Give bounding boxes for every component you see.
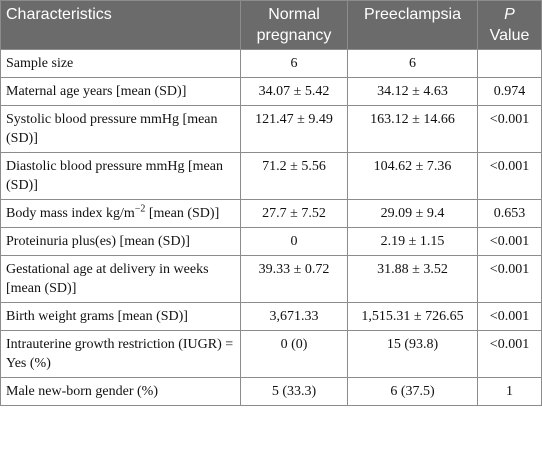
normal-value: 0 (0) <box>240 330 348 378</box>
row-label-main: Body mass index kg/m <box>6 206 135 221</box>
normal-value: 5 (33.3) <box>240 377 348 406</box>
row-label: Intrauterine growth restriction (IUGR) =… <box>0 330 241 378</box>
table-row: Systolic blood pressure mmHg [mean (SD)]… <box>0 105 542 153</box>
preeclampsia-value: 31.88 ± 3.52 <box>347 255 478 303</box>
header-p-value: P Value <box>477 0 542 50</box>
normal-value: 39.33 ± 0.72 <box>240 255 348 303</box>
superscript-exponent: −2 <box>134 203 146 215</box>
row-label: Birth weight grams [mean (SD)] <box>0 302 241 331</box>
p-value: <0.001 <box>477 105 542 153</box>
p-value: <0.001 <box>477 330 542 378</box>
preeclampsia-value: 34.12 ± 4.63 <box>347 77 478 106</box>
p-value: 1 <box>477 377 542 406</box>
p-value: 0.974 <box>477 77 542 106</box>
normal-value: 3,671.33 <box>240 302 348 331</box>
preeclampsia-value: 2.19 ± 1.15 <box>347 227 478 256</box>
p-value: <0.001 <box>477 227 542 256</box>
header-p: P <box>504 6 515 23</box>
preeclampsia-value: 1,515.31 ± 726.65 <box>347 302 478 331</box>
table-row: Diastolic blood pressure mmHg [mean (SD)… <box>0 152 542 200</box>
header-preeclampsia: Preeclampsia <box>347 0 478 50</box>
normal-value: 121.47 ± 9.49 <box>240 105 348 153</box>
row-label: Systolic blood pressure mmHg [mean (SD)] <box>0 105 241 153</box>
table-row: Intrauterine growth restriction (IUGR) =… <box>0 330 542 378</box>
p-value <box>477 49 542 78</box>
table-row: Maternal age years [mean (SD)] 34.07 ± 5… <box>0 77 542 106</box>
preeclampsia-value: 6 (37.5) <box>347 377 478 406</box>
p-value: 0.653 <box>477 199 542 228</box>
table-row: Proteinuria plus(es) [mean (SD)] 0 2.19 … <box>0 227 542 256</box>
table-row: Birth weight grams [mean (SD)] 3,671.33 … <box>0 302 542 331</box>
table-row: Male new-born gender (%) 5 (33.3) 6 (37.… <box>0 377 542 406</box>
table-row: Sample size 6 6 <box>0 49 542 78</box>
preeclampsia-value: 163.12 ± 14.66 <box>347 105 478 153</box>
preeclampsia-value: 15 (93.8) <box>347 330 478 378</box>
normal-value: 71.2 ± 5.56 <box>240 152 348 200</box>
preeclampsia-value: 6 <box>347 49 478 78</box>
p-value: <0.001 <box>477 255 542 303</box>
row-label: Sample size <box>0 49 241 78</box>
normal-value: 34.07 ± 5.42 <box>240 77 348 106</box>
preeclampsia-value: 29.09 ± 9.4 <box>347 199 478 228</box>
header-value: Value <box>489 27 530 44</box>
header-normal-pregnancy: Normal pregnancy <box>240 0 348 50</box>
row-label: Gestational age at delivery in weeks [me… <box>0 255 241 303</box>
normal-value: 6 <box>240 49 348 78</box>
header-row: Characteristics Normal pregnancy Preecla… <box>0 0 542 50</box>
preeclampsia-value: 104.62 ± 7.36 <box>347 152 478 200</box>
row-label: Male new-born gender (%) <box>0 377 241 406</box>
normal-value: 0 <box>240 227 348 256</box>
p-value: <0.001 <box>477 302 542 331</box>
row-label-suffix: [mean (SD)] <box>145 206 220 221</box>
header-characteristics: Characteristics <box>0 0 241 50</box>
p-value: <0.001 <box>477 152 542 200</box>
row-label: Body mass index kg/m−2 [mean (SD)] <box>0 199 241 228</box>
row-label: Maternal age years [mean (SD)] <box>0 77 241 106</box>
characteristics-table: Characteristics Normal pregnancy Preecla… <box>0 0 542 406</box>
row-label: Proteinuria plus(es) [mean (SD)] <box>0 227 241 256</box>
row-label: Diastolic blood pressure mmHg [mean (SD)… <box>0 152 241 200</box>
table-row: Gestational age at delivery in weeks [me… <box>0 255 542 303</box>
normal-value: 27.7 ± 7.52 <box>240 199 348 228</box>
table-row: Body mass index kg/m−2 [mean (SD)] 27.7 … <box>0 199 542 228</box>
